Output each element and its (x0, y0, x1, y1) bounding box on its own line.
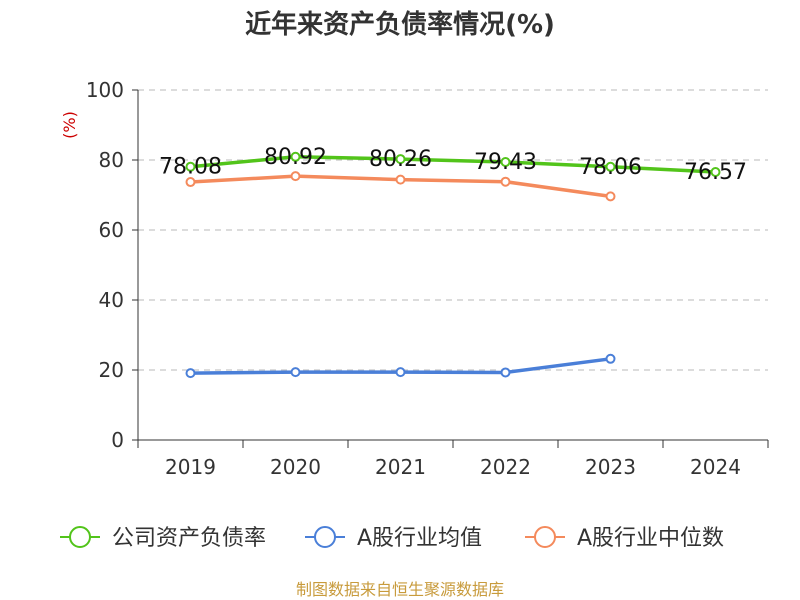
data-point (395, 154, 406, 165)
chart-title: 近年来资产负债率情况(%) (245, 10, 555, 40)
data-label: 78.06 (579, 155, 642, 180)
data-label: 79.43 (474, 150, 537, 175)
legend-label: A股行业均值 (357, 526, 482, 551)
data-point (290, 171, 301, 182)
data-point (500, 367, 511, 378)
legend-label: 公司资产负债率 (112, 526, 266, 551)
legend-label: A股行业中位数 (577, 526, 724, 551)
legend-marker (314, 526, 336, 548)
data-point (710, 167, 721, 178)
series-line (190, 155, 716, 174)
data-point (500, 176, 511, 187)
y-unit-label: (%) (60, 111, 79, 139)
data-point (185, 161, 196, 172)
data-point (185, 368, 196, 379)
legend-marker (69, 526, 91, 548)
data-point (605, 161, 616, 172)
y-tick-label: 100 (86, 78, 124, 102)
y-tick-label: 20 (99, 358, 124, 382)
y-tick-label: 60 (99, 218, 124, 242)
data-point (290, 151, 301, 162)
data-label: 80.92 (264, 145, 327, 170)
x-tick-label: 2021 (375, 455, 426, 479)
data-point (395, 174, 406, 185)
data-label: 76.57 (684, 160, 747, 185)
x-tick-label: 2022 (480, 455, 531, 479)
data-point (290, 367, 301, 378)
data-point (395, 367, 406, 378)
x-tick-label: 2024 (690, 455, 741, 479)
data-point (185, 177, 196, 188)
source-note: 制图数据来自恒生聚源数据库 (295, 580, 504, 599)
data-label: 80.26 (369, 147, 432, 172)
y-tick-label: 0 (111, 428, 124, 452)
x-tick-label: 2020 (270, 455, 321, 479)
y-tick-label: 80 (99, 148, 124, 172)
data-point (605, 353, 616, 364)
data-point (500, 156, 511, 167)
data-point (605, 191, 616, 202)
x-tick-label: 2019 (165, 455, 216, 479)
data-label: 78.08 (159, 155, 222, 180)
legend-marker (534, 526, 556, 548)
x-tick-label: 2023 (585, 455, 636, 479)
y-tick-label: 40 (99, 288, 124, 312)
